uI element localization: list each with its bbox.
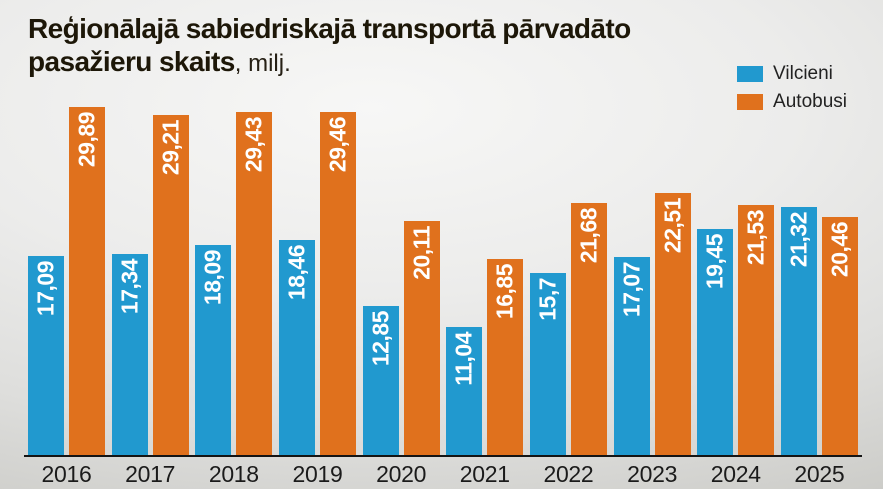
bar-value-label: 29,21	[157, 120, 184, 176]
bar-vilcieni-2016: 17,09	[28, 256, 64, 456]
x-axis-label-2020: 2020	[376, 461, 427, 487]
bar-value-label: 21,68	[575, 208, 602, 264]
bar-group-2017: 17,34 29,21	[111, 104, 189, 456]
x-axis-label-2017: 2017	[125, 461, 176, 487]
bar-autobusi-2018: 29,43	[236, 112, 273, 456]
x-axis-label-2016: 2016	[41, 461, 92, 487]
x-axis-label-2022: 2022	[543, 461, 594, 487]
bar-value-label: 20,46	[826, 222, 853, 278]
bar-autobusi-2016: 29,89	[69, 107, 105, 456]
bar-value-label: 21,32	[785, 212, 812, 268]
bar-group-2024: 19,45 21,53	[697, 104, 775, 456]
bar-value-label: 29,43	[240, 117, 267, 173]
bar-value-label: 17,07	[618, 262, 645, 318]
bar-value-label: 15,7	[534, 278, 561, 321]
bar-autobusi-2023: 22,51	[654, 193, 691, 456]
bar-value-label: 16,85	[491, 264, 518, 320]
x-axis-labels: 2016 2017 2018 2019 2020 2021 2022 2023 2024 2025	[28, 461, 858, 488]
bar-autobusi-2019: 29,46	[319, 112, 356, 456]
bar-value-label: 20,11	[408, 226, 435, 280]
bar-vilcieni-2018: 18,09	[195, 245, 232, 456]
bar-vilcieni-2020: 12,85	[362, 306, 399, 456]
x-axis-label-2019: 2019	[292, 461, 343, 487]
legend-label-vilcieni: Vilcieni	[773, 63, 833, 84]
bar-group-2016: 17,09 29,89	[28, 104, 105, 456]
bar-value-label: 29,89	[73, 112, 100, 168]
chart-plot-area: 17,09 29,89 17,34 29,21 18,09 29,43 18,46 29,46…	[28, 104, 858, 456]
page-title-line1: Reģionālajā sabiedriskajā transportā pār…	[28, 13, 631, 44]
bar-autobusi-2025: 20,46	[821, 217, 858, 456]
x-axis-label-2023: 2023	[627, 461, 678, 487]
legend-item-autobusi: Autobusi	[737, 91, 847, 113]
page-title-line2-bold: pasažieru skaits	[28, 46, 235, 78]
bar-autobusi-2021: 16,85	[487, 259, 524, 456]
bar-autobusi-2020: 20,11	[403, 221, 440, 456]
bar-vilcieni-2022: 15,7	[529, 273, 566, 456]
x-axis-line	[24, 455, 862, 457]
bar-autobusi-2017: 29,21	[152, 115, 189, 456]
page-title-line2: pasažieru skaits, milj.	[28, 45, 631, 78]
bar-vilcieni-2021: 11,04	[446, 327, 483, 456]
bar-group-2025: 21,32 20,46	[780, 104, 858, 456]
bar-value-label: 17,34	[116, 259, 143, 315]
bar-group-2021: 11,04 16,85	[446, 104, 524, 456]
bar-value-label: 19,45	[701, 234, 728, 290]
page-title: Reģionālajā sabiedriskajā transportā pār…	[28, 12, 631, 78]
bar-autobusi-2024: 21,53	[738, 205, 775, 456]
legend: Vilcieni Autobusi	[737, 63, 847, 113]
bar-group-2018: 18,09 29,43	[195, 104, 273, 456]
x-axis-label-2021: 2021	[459, 461, 510, 487]
legend-label-autobusi: Autobusi	[773, 91, 847, 112]
bar-vilcieni-2023: 17,07	[613, 257, 650, 456]
bar-vilcieni-2017: 17,34	[111, 254, 148, 456]
bar-group-2023: 17,07 22,51	[613, 104, 691, 456]
x-axis-label-2025: 2025	[794, 461, 845, 487]
bar-group-2022: 15,7 21,68	[529, 104, 607, 456]
page-title-units: , milj.	[234, 50, 291, 78]
x-axis-label-2024: 2024	[710, 461, 761, 487]
bar-value-label: 22,51	[659, 198, 686, 254]
bar-vilcieni-2025: 21,32	[780, 207, 817, 456]
legend-item-vilcieni: Vilcieni	[737, 63, 847, 85]
bar-value-label: 18,46	[283, 245, 310, 301]
bar-vilcieni-2019: 18,46	[278, 240, 315, 456]
x-axis-label-2018: 2018	[208, 461, 259, 487]
bar-group-2019: 18,46 29,46	[278, 104, 356, 456]
bar-group-2020: 12,85 20,11	[362, 104, 440, 456]
bar-value-label: 21,53	[742, 210, 769, 266]
legend-swatch-autobusi-icon	[737, 94, 764, 110]
bar-value-label: 11,04	[450, 332, 477, 386]
bar-value-label: 29,46	[324, 117, 351, 173]
legend-swatch-vilcieni-icon	[737, 66, 764, 82]
bar-value-label: 17,09	[32, 261, 59, 317]
bar-vilcieni-2024: 19,45	[697, 229, 734, 456]
bar-value-label: 12,85	[367, 311, 394, 367]
bar-value-label: 18,09	[199, 250, 226, 306]
bar-autobusi-2022: 21,68	[570, 203, 607, 456]
